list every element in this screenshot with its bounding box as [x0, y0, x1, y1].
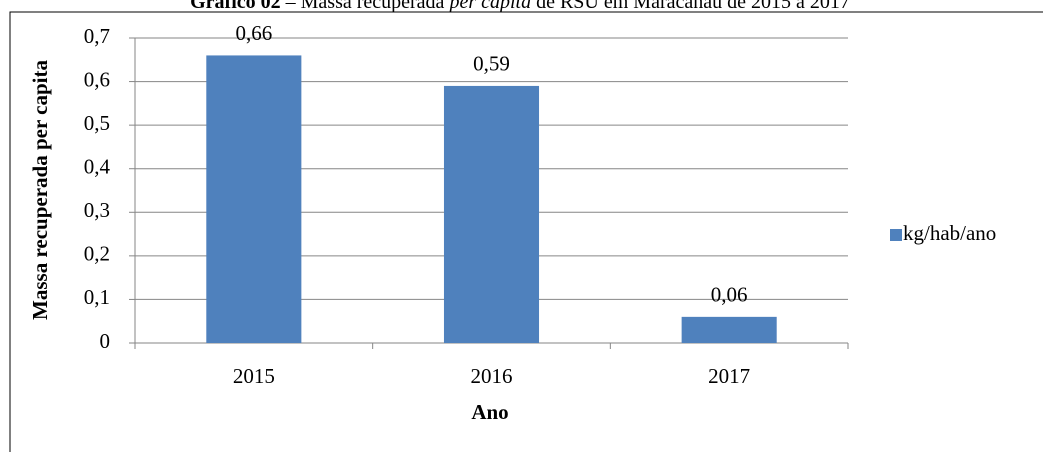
y-tick-label: 0,3: [84, 198, 110, 222]
y-tick-label: 0: [100, 329, 111, 353]
title-part: de RSU em Maracanaú de 2015 a 2017: [531, 0, 850, 13]
y-tick-label: 0,2: [84, 242, 110, 266]
chart-border: [9, 11, 1043, 452]
title-part: – Massa recuperada: [281, 0, 450, 13]
bar: [443, 85, 540, 343]
legend-swatch: [890, 229, 902, 241]
y-axis-label: Massa recuperada per capita: [28, 60, 52, 320]
x-tick-label: 2015: [233, 364, 275, 388]
chart-title: Gráfico 02 – Massa recuperada per capita…: [190, 0, 850, 13]
title-part: per capita: [447, 0, 531, 13]
y-tick-label: 0,7: [84, 24, 110, 48]
bar: [206, 55, 302, 344]
x-axis-label: Ano: [471, 400, 508, 424]
y-tick-label: 0,5: [84, 111, 110, 135]
title-part: Gráfico 02: [190, 0, 281, 13]
y-tick-label: 0,4: [84, 155, 111, 179]
data-label: 0,06: [711, 283, 748, 307]
x-tick-label: 2016: [471, 364, 513, 388]
bar: [681, 316, 777, 343]
data-label: 0,66: [235, 21, 272, 45]
y-tick-label: 0,1: [84, 285, 110, 309]
data-label: 0,59: [473, 52, 510, 76]
x-tick-label: 2017: [708, 364, 750, 388]
legend-label: kg/hab/ano: [903, 221, 996, 245]
y-tick-label: 0,6: [84, 67, 110, 91]
